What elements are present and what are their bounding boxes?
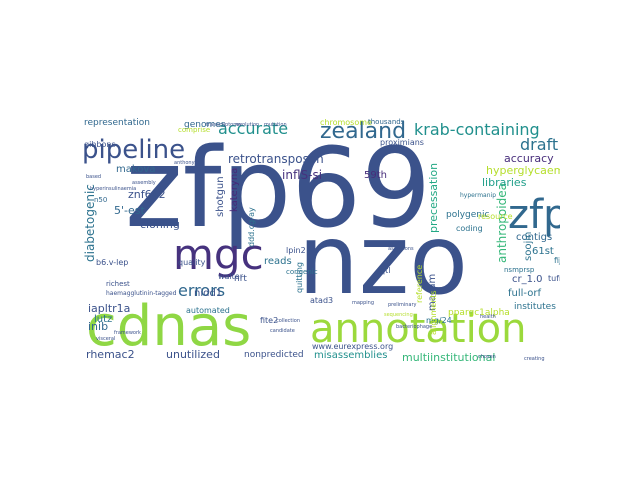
word: krab-containing <box>414 120 540 139</box>
word: accuracy <box>504 152 554 165</box>
word: cdnas <box>86 294 252 359</box>
word: libraries <box>482 176 527 189</box>
word: anthony <box>174 160 195 166</box>
word-cloud: zfp69 nzo cdnas annotation mgc zfp pipel… <box>80 97 560 383</box>
word: walter <box>218 272 244 281</box>
word: chromosome <box>320 118 372 127</box>
word: znf642 <box>128 188 166 201</box>
word: zfp <box>508 192 560 238</box>
word: retrotransposon <box>228 152 324 166</box>
word: misassemblies <box>314 350 388 361</box>
word: proximians <box>380 138 424 147</box>
word: richest <box>106 280 130 288</box>
word: n50 <box>94 196 108 204</box>
word: shotgun <box>215 176 226 217</box>
word: soojin <box>523 231 534 261</box>
word: nrt <box>234 274 247 284</box>
word: mgc <box>173 230 264 279</box>
word: cloning <box>140 218 180 231</box>
word: resource <box>478 212 513 221</box>
word: mapping <box>352 300 375 306</box>
word: assertions <box>388 246 414 252</box>
word: ddd.cg-ay <box>247 207 256 247</box>
word: full-orf <box>508 288 541 299</box>
word: congenic <box>286 268 318 276</box>
word: tufm <box>548 274 560 283</box>
word: coding <box>456 224 483 233</box>
word: zealand <box>320 119 407 144</box>
word: accurate <box>218 119 289 138</box>
word: gibbons <box>84 140 116 149</box>
word: annotation <box>310 306 527 352</box>
word: multiinstitutional <box>402 351 496 364</box>
word: creating <box>524 356 545 362</box>
word: comprise <box>178 126 211 134</box>
word: haemagglutinin-tagged <box>106 290 177 297</box>
word: bacteriophage <box>396 324 433 330</box>
word: atad3 <box>310 296 334 305</box>
word: www.eurexpress.org <box>312 342 394 351</box>
word: inib <box>88 320 109 333</box>
word: kateryna <box>229 167 240 212</box>
word: transcriptome <box>206 122 242 128</box>
word: iapltr1a <box>88 302 131 315</box>
word: contigs <box>516 232 553 243</box>
word: draft <box>520 135 559 154</box>
word: cr_1.0 <box>512 274 543 285</box>
word: quitting <box>295 261 304 293</box>
word: b6.v-lep <box>96 258 129 267</box>
word: mutation <box>264 122 287 128</box>
word: pipeline <box>82 135 186 165</box>
word: mg/24 <box>426 316 452 325</box>
word: anthropoidea <box>495 183 509 263</box>
word: nonpredicted <box>244 350 304 360</box>
word: 61st <box>532 246 554 257</box>
word: representation <box>84 118 151 128</box>
word: unutilized <box>166 348 220 361</box>
word: thousands <box>368 118 405 126</box>
word: qtl <box>380 266 391 275</box>
word: precessation <box>427 162 440 233</box>
word: framework <box>114 330 141 336</box>
word: nidd1 <box>194 288 223 299</box>
word: reads <box>264 256 292 267</box>
word: chosen <box>478 354 496 360</box>
word: 5'-est <box>114 204 145 217</box>
word: fite2 <box>260 316 279 325</box>
word: genomes <box>184 120 226 130</box>
word: fij <box>554 256 560 265</box>
word: hyperglycaemia <box>486 164 560 177</box>
word: nzo <box>298 204 468 316</box>
word: lutz <box>94 314 113 325</box>
word: visceral <box>96 336 116 342</box>
word: reference <box>415 264 424 303</box>
word: preliminary <box>388 302 417 308</box>
word: rhemac2 <box>86 348 135 361</box>
word: sequencing <box>384 312 413 318</box>
word: inflS-si <box>282 168 323 182</box>
word: ppargc1alpha <box>448 308 510 318</box>
word: institutes <box>514 302 556 312</box>
word: quality <box>178 258 206 267</box>
word: automated <box>186 306 230 315</box>
word: hyperinsulinaemia <box>90 186 137 192</box>
word: hypermanip <box>460 192 497 199</box>
word: assembly <box>132 180 156 186</box>
word: zfp69 <box>125 124 432 252</box>
word: candidate <box>270 328 295 334</box>
word: collection <box>276 318 300 324</box>
word: health <box>480 314 496 320</box>
word: 59th <box>364 170 387 181</box>
word: errors <box>178 281 226 300</box>
word: polygenic <box>446 210 490 220</box>
word: evolution <box>236 122 260 128</box>
word: makova <box>116 164 156 175</box>
word: based <box>86 174 102 180</box>
word: nsmprsp <box>504 266 535 274</box>
word: lpin2 <box>286 246 306 255</box>
